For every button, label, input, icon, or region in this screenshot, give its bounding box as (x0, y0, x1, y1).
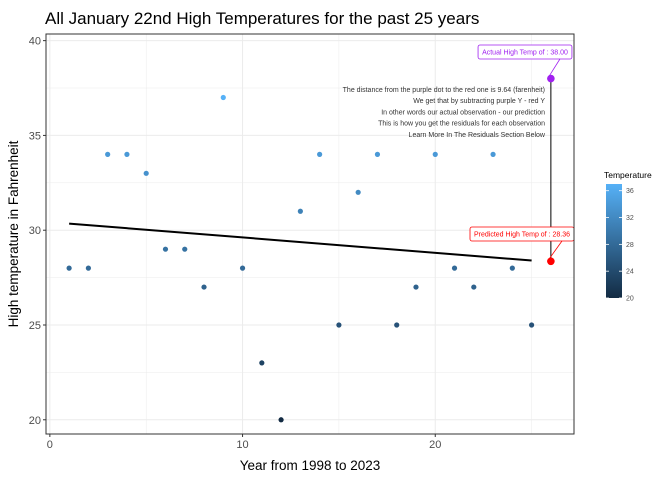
data-point (259, 360, 265, 366)
legend-tick-label: 32 (626, 215, 634, 222)
annotation-line: Learn More In The Residuals Section Belo… (409, 132, 546, 139)
data-point (355, 189, 361, 195)
residual-highlight: Actual High Temp of : 38.00 Predicted Hig… (469, 44, 575, 266)
predicted-label: Predicted High Temp of : 28.36 (469, 226, 575, 242)
data-point (394, 322, 400, 328)
annotation-line: In other words our actual observation - … (381, 109, 545, 116)
data-point (471, 284, 477, 290)
data-point (85, 265, 91, 271)
panel-border (45, 33, 575, 435)
data-point (490, 151, 496, 157)
data-point (66, 265, 72, 271)
data-point (297, 208, 303, 214)
trend-line-group (69, 222, 532, 262)
y-tick-label: 20 (29, 415, 41, 427)
data-point (105, 151, 111, 157)
axes: 0 10 20 20 25 30 35 40 (29, 36, 442, 451)
x-axis-label: Year from 1998 to 2023 (240, 458, 381, 473)
data-point (451, 265, 458, 271)
data-point (124, 151, 130, 157)
annotation-line: The distance from the purple dot to the … (343, 87, 545, 94)
actual-marker (547, 74, 555, 83)
y-tick-label: 35 (29, 130, 41, 142)
data-point (182, 246, 188, 252)
data-point (201, 284, 207, 290)
legend-tick-label: 28 (626, 242, 634, 249)
actual-label-leader (548, 58, 561, 77)
y-axis-label: High temperature in Fahrenheit (6, 140, 21, 327)
data-point (220, 94, 226, 101)
y-tick-label: 25 (29, 320, 41, 332)
data-point (432, 151, 438, 157)
actual-label: Actual High Temp of : 38.00 (477, 44, 573, 60)
data-point (509, 265, 515, 271)
data-point (278, 417, 284, 423)
data-points (66, 94, 535, 423)
predicted-label-leader (548, 240, 563, 260)
x-tick-label: 20 (429, 439, 441, 451)
predicted-marker (547, 257, 555, 266)
trend-line (69, 222, 532, 262)
color-legend: Temperature 20 24 28 32 36 (604, 170, 652, 303)
data-point (374, 151, 381, 157)
data-point (239, 265, 246, 271)
y-tick-label: 30 (29, 225, 41, 237)
actual-label-text: Actual High Temp of : 38.00 (482, 50, 568, 57)
legend-title: Temperature (604, 170, 652, 180)
annotation-text: The distance from the purple dot to the … (343, 87, 546, 139)
legend-tick-label: 24 (626, 269, 634, 276)
data-point (529, 322, 535, 328)
data-point (162, 246, 169, 252)
data-point (413, 284, 419, 290)
annotation-line: We get that by subtracting purple Y - re… (413, 98, 545, 105)
data-point (317, 151, 323, 157)
x-tick-label: 10 (236, 439, 248, 451)
data-point (143, 170, 149, 176)
legend-tick-label: 36 (626, 188, 634, 195)
data-point (336, 322, 342, 328)
y-tick-label: 40 (29, 36, 41, 48)
x-tick-label: 0 (47, 439, 53, 451)
annotation-line: This is how you get the residuals for ea… (378, 121, 545, 128)
actual-label-box (477, 44, 573, 60)
legend-tick-label: 20 (626, 296, 634, 303)
legend-colorbar (606, 184, 622, 298)
predicted-label-text: Predicted High Temp of : 28.36 (474, 232, 570, 239)
chart-title: All January 22nd High Temperatures for t… (45, 9, 479, 28)
